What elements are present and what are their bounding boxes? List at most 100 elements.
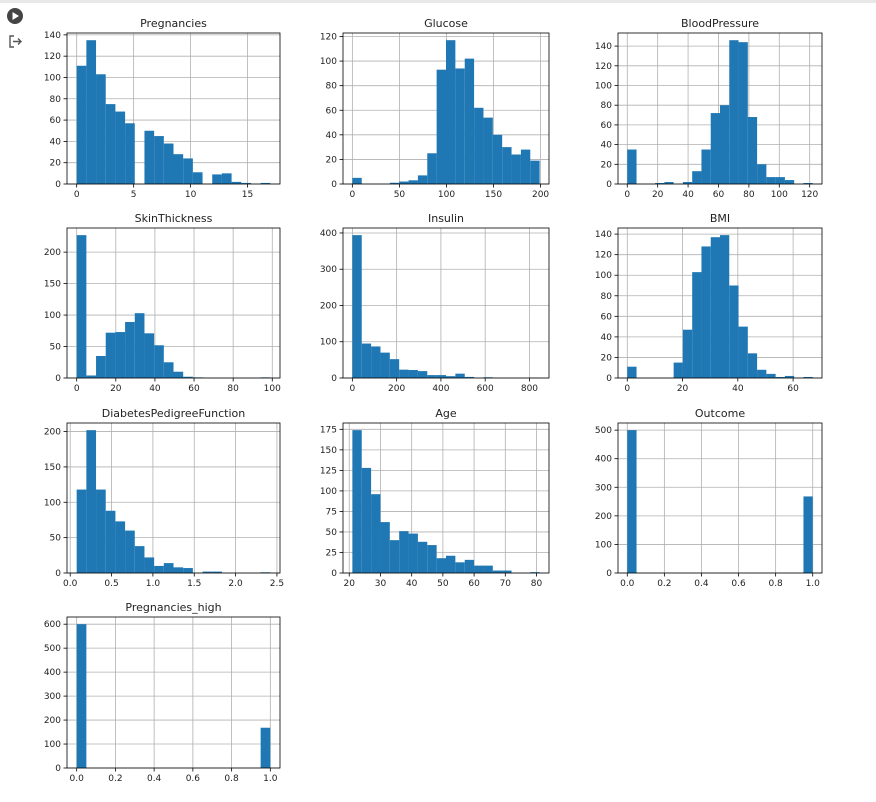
y-tick-label: 0 — [331, 180, 337, 190]
subplot-title: Glucose — [424, 17, 468, 30]
histogram-bar — [86, 40, 96, 184]
y-tick-label: 140 — [595, 42, 612, 52]
y-tick-label: 500 — [595, 426, 612, 436]
y-tick-label: 40 — [50, 137, 62, 147]
histogram-bar — [418, 542, 427, 573]
y-tick-label: 40 — [326, 131, 338, 141]
histogram-bar — [766, 177, 775, 184]
x-tick-label: 2.0 — [228, 579, 243, 589]
x-tick-label: 0.2 — [657, 579, 671, 589]
histogram-bar — [380, 353, 389, 378]
histogram-bar — [96, 490, 106, 573]
axes-frame — [67, 617, 280, 768]
histogram-bar — [77, 66, 87, 184]
histogram-bar — [125, 322, 135, 378]
x-tick-label: 20 — [110, 384, 122, 394]
histogram-bar — [164, 362, 174, 378]
histogram-bar — [154, 345, 164, 378]
output-icon[interactable] — [10, 36, 21, 47]
x-tick-label: 0.0 — [70, 774, 85, 784]
subplot-title: Insulin — [428, 212, 464, 225]
histogram-bar — [77, 624, 87, 768]
y-tick-label: 80 — [50, 95, 62, 105]
histogram-bar — [154, 566, 164, 573]
x-tick-label: 20 — [677, 384, 689, 394]
x-tick-label: 0.6 — [731, 579, 746, 589]
histogram-bar — [502, 147, 511, 184]
y-tick-label: 120 — [320, 33, 337, 43]
subplot-title: BloodPressure — [681, 17, 759, 30]
axes-frame — [618, 423, 822, 573]
x-tick-label: 60 — [468, 579, 480, 589]
y-tick-label: 400 — [44, 668, 61, 678]
x-tick-label: 0 — [349, 384, 355, 394]
histogram-bar — [748, 117, 757, 184]
histogram-bar — [437, 558, 446, 573]
histogram-bar — [483, 566, 492, 573]
x-tick-label: 80 — [743, 190, 755, 200]
histogram-bar — [512, 155, 521, 184]
y-tick-label: 0 — [55, 569, 61, 579]
histogram-bar — [352, 430, 361, 573]
y-tick-label: 175 — [320, 425, 337, 435]
histogram-bar — [371, 346, 380, 378]
y-tick-label: 120 — [595, 62, 612, 72]
y-tick-label: 60 — [601, 121, 613, 131]
y-tick-label: 200 — [44, 248, 61, 258]
subplot-title: BMI — [710, 212, 730, 225]
run-button[interactable] — [7, 8, 23, 24]
y-tick-label: 0 — [55, 764, 61, 774]
y-tick-label: 200 — [44, 716, 61, 726]
x-tick-label: 100 — [264, 384, 281, 394]
y-tick-label: 150 — [320, 446, 337, 456]
histogram-bar — [135, 546, 145, 573]
histogram-bar — [418, 371, 427, 378]
y-tick-label: 80 — [326, 82, 338, 92]
y-tick-label: 100 — [320, 487, 337, 497]
y-tick-label: 0 — [55, 180, 61, 190]
histogram-bar — [183, 568, 193, 573]
y-tick-label: 100 — [44, 498, 61, 508]
y-tick-label: 100 — [595, 82, 612, 92]
y-tick-label: 20 — [326, 155, 338, 165]
histogram-bar — [144, 557, 154, 573]
histogram-bar — [427, 153, 436, 184]
histogram-bar — [701, 246, 710, 378]
histogram-bar — [720, 105, 729, 184]
x-tick-label: 0.8 — [224, 774, 239, 784]
histogram-bar — [739, 327, 748, 378]
y-tick-label: 125 — [320, 466, 337, 476]
histogram-bar — [193, 172, 203, 184]
y-tick-label: 500 — [44, 644, 61, 654]
x-tick-label: 400 — [432, 384, 449, 394]
histogram-bar — [115, 112, 125, 184]
x-tick-label: 200 — [532, 190, 549, 200]
histogram-bar — [627, 150, 636, 184]
histogram-bar — [711, 113, 720, 184]
histogram-bar — [96, 356, 106, 378]
x-tick-label: 0.4 — [694, 579, 709, 589]
histogram-bar — [446, 40, 455, 184]
histogram-bar — [474, 108, 483, 184]
histogram-bar — [115, 521, 125, 573]
x-tick-label: 0.5 — [104, 579, 118, 589]
axes-frame — [67, 228, 280, 378]
histogram-bar — [174, 567, 184, 573]
y-tick-label: 300 — [320, 265, 337, 275]
histogram-bar — [96, 74, 106, 184]
y-tick-label: 140 — [44, 31, 61, 41]
y-tick-label: 0 — [55, 374, 61, 384]
histogram-bar — [701, 150, 710, 184]
y-tick-label: 120 — [595, 251, 612, 261]
histogram-bar — [776, 177, 785, 184]
x-tick-label: 20 — [652, 190, 664, 200]
y-tick-label: 75 — [326, 507, 337, 517]
histogram-bar — [785, 180, 794, 184]
x-tick-label: 0 — [74, 384, 80, 394]
x-tick-label: 0.0 — [63, 579, 78, 589]
